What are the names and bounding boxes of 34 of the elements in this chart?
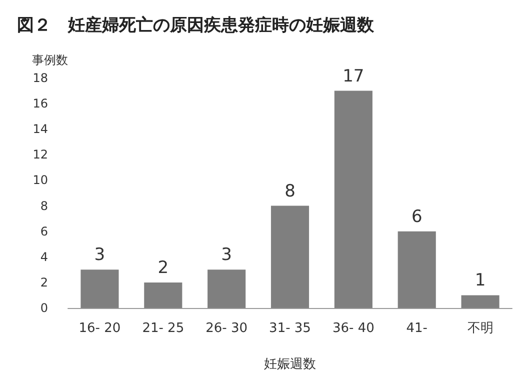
x-tick-label: 41- [406, 321, 428, 336]
x-tick-label: 36- 40 [332, 321, 374, 336]
y-tick-label: 12 [32, 148, 48, 162]
x-tick-label: 26- 30 [206, 321, 248, 336]
x-tick-label: 31- 35 [269, 321, 311, 336]
data-label: 1 [474, 270, 486, 291]
x-tick-label: 16- 20 [78, 321, 121, 336]
y-tick-label: 10 [32, 173, 48, 188]
x-axis-title: 妊娠週数 [264, 357, 316, 372]
data-label: 3 [221, 245, 232, 266]
bar [398, 231, 436, 308]
y-tick-label: 8 [40, 198, 48, 213]
y-tick-label: 6 [40, 224, 48, 238]
bar [208, 270, 246, 308]
y-axis-title: 事例数 [32, 53, 68, 67]
bar [334, 90, 372, 308]
data-label: 17 [342, 66, 364, 86]
bar [461, 295, 500, 308]
bar [270, 206, 310, 308]
data-label: 3 [94, 245, 106, 266]
y-tick-label: 14 [32, 122, 48, 136]
data-label: 6 [411, 206, 422, 227]
x-tick-label: 21- 25 [142, 321, 184, 336]
y-tick-label: 4 [40, 250, 48, 264]
chart-title: 図２ 妊産婦死亡の原因疾患発症時の妊娠週数 [17, 16, 375, 36]
x-tick-label: 不明 [467, 321, 494, 336]
y-tick-label: 0 [40, 301, 48, 315]
data-label: 2 [158, 258, 169, 278]
y-tick-label: 18 [32, 71, 48, 85]
bar [144, 282, 182, 308]
bar [80, 270, 119, 308]
y-tick-label: 16 [32, 96, 48, 111]
y-tick-label: 2 [40, 275, 48, 290]
data-label: 8 [284, 181, 296, 202]
